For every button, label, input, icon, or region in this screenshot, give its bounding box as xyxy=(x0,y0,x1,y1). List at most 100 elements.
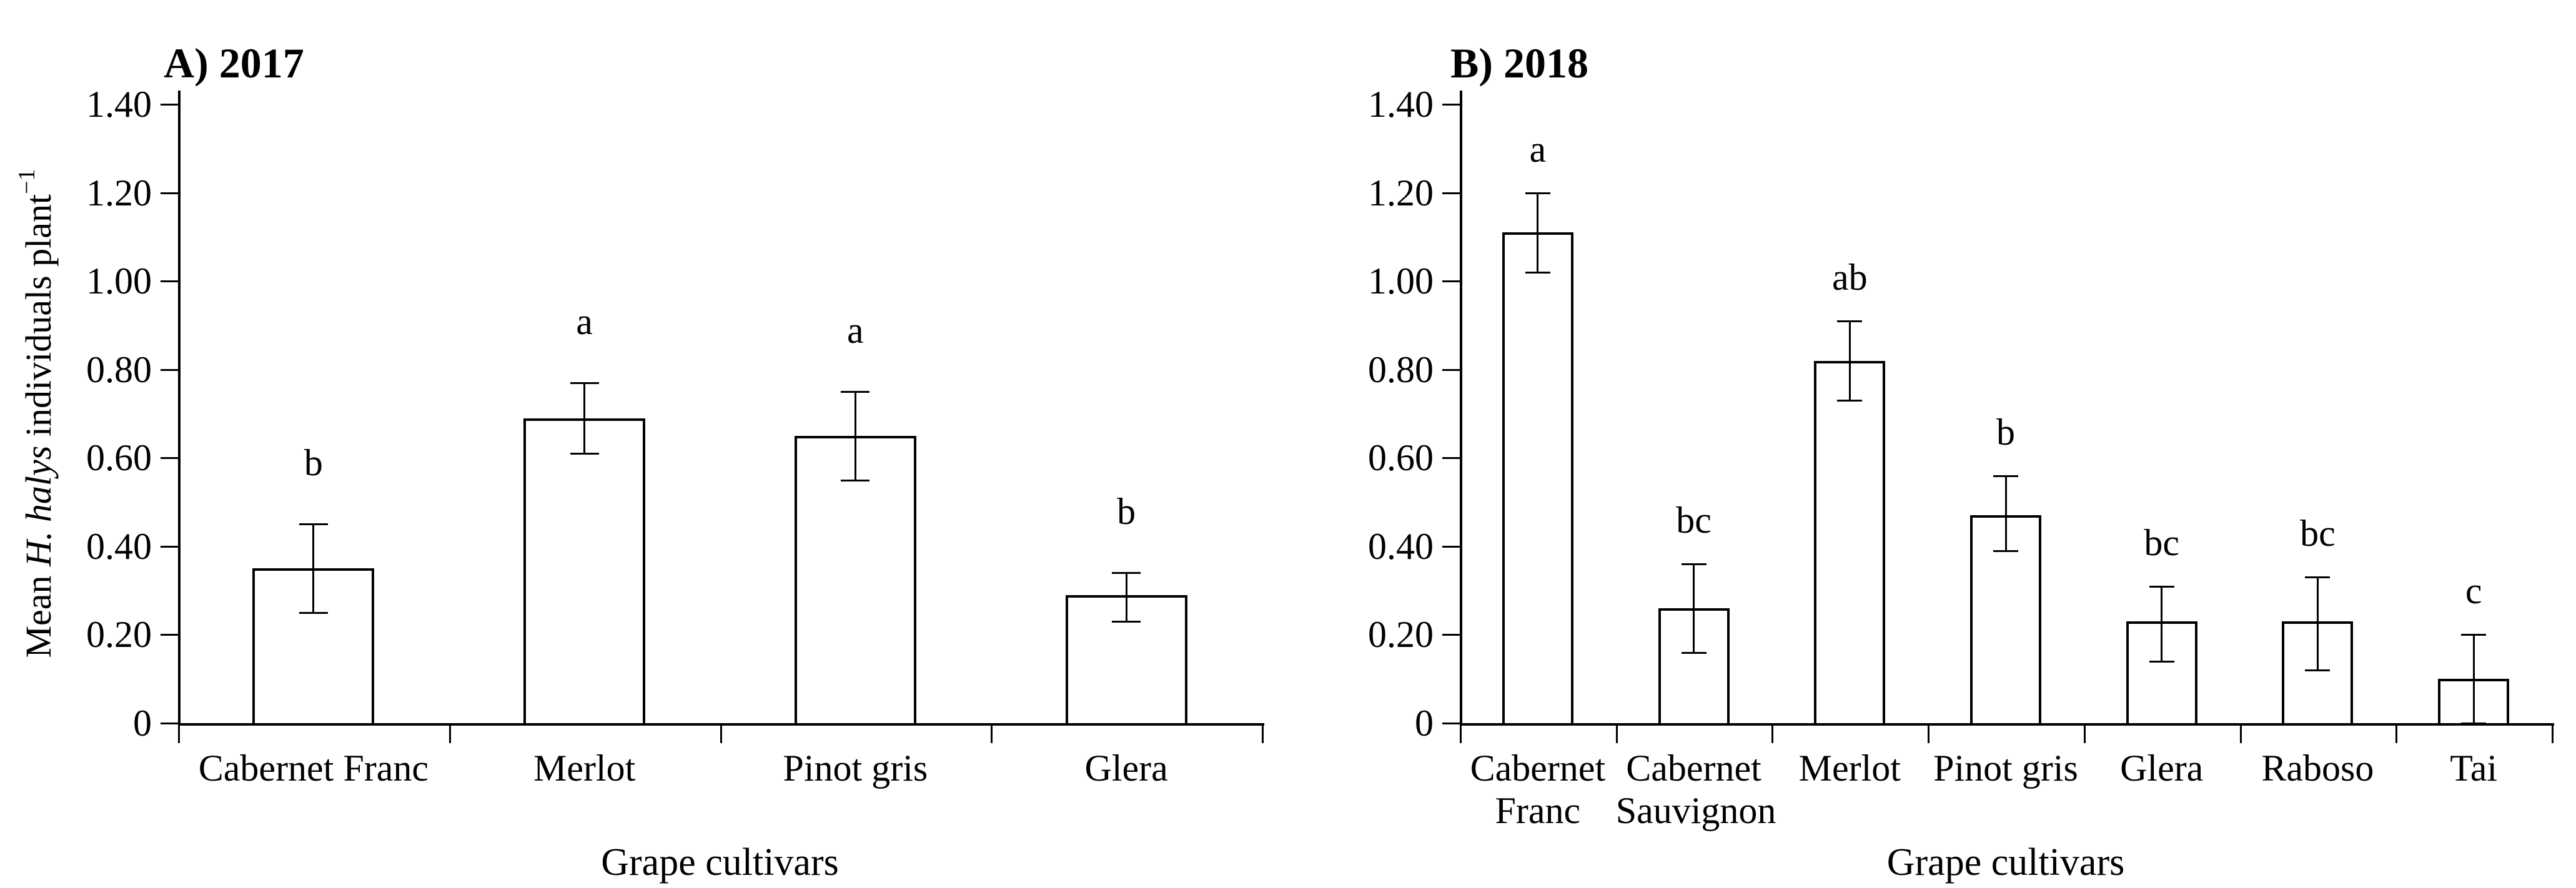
y-tick xyxy=(161,368,178,371)
x-tick xyxy=(1928,726,1930,743)
y-tick-label: 1.00 xyxy=(86,260,152,302)
significance-letter: c xyxy=(2465,570,2482,612)
y-tick xyxy=(1442,723,1460,724)
bar xyxy=(1814,360,1886,726)
panel-b-title: B) 2018 xyxy=(1450,39,1588,87)
significance-letter: a xyxy=(1529,128,1547,170)
significance-letter: b xyxy=(1996,411,2015,453)
x-tick-label: Pinot gris xyxy=(783,747,928,789)
y-axis xyxy=(1460,91,1462,726)
x-axis xyxy=(1460,723,2554,726)
x-tick xyxy=(1460,726,1462,743)
x-tick-label: Pinot gris xyxy=(1933,747,2078,789)
error-bar-cap-bottom xyxy=(2305,669,2331,672)
error-bar xyxy=(2316,577,2319,671)
error-bar-cap-top xyxy=(1993,475,2018,477)
y-tick xyxy=(161,545,178,548)
error-bar-cap-top xyxy=(2461,634,2487,636)
error-bar-cap-top xyxy=(2149,585,2174,588)
error-bar xyxy=(2161,586,2163,661)
x-tick-label: Cabernet Franc xyxy=(198,747,429,789)
y-tick-label: 0.80 xyxy=(86,348,152,390)
error-bar-cap-top xyxy=(570,382,599,384)
x-tick-label: Cabernet xyxy=(1626,747,1761,789)
y-tick-label: 0.80 xyxy=(1368,348,1434,390)
x-tick-label: Franc xyxy=(1495,790,1581,831)
x-axis xyxy=(178,723,1264,726)
significance-letter: bc xyxy=(1676,500,1712,541)
ylabel-text: individuals plant xyxy=(18,194,59,446)
x-tick-label: Merlot xyxy=(533,747,636,789)
y-tick xyxy=(1442,457,1460,460)
x-tick xyxy=(1262,726,1264,743)
y-tick-label: 0.40 xyxy=(1368,525,1434,567)
y-tick-label: 0.40 xyxy=(86,525,152,567)
y-tick xyxy=(1442,368,1460,371)
x-tick-label: Sauvignon xyxy=(1615,790,1776,831)
error-bar-cap-top xyxy=(1681,563,1707,566)
x-tick-label: Tai xyxy=(2450,747,2498,789)
error-bar-cap-bottom xyxy=(2149,660,2174,663)
error-bar-cap-top xyxy=(841,391,870,393)
error-bar-cap-bottom xyxy=(841,479,870,481)
y-tick-label: 0.60 xyxy=(86,437,152,479)
y-axis xyxy=(178,91,181,726)
bar xyxy=(1502,232,1573,726)
y-tick xyxy=(161,192,178,194)
y-tick xyxy=(161,280,178,283)
significance-letter: a xyxy=(847,310,864,352)
x-tick xyxy=(1615,726,1618,743)
x-tick-label: Glera xyxy=(2120,747,2204,789)
error-bar-cap-bottom xyxy=(1681,651,1707,654)
error-bar-cap-bottom xyxy=(1112,621,1141,623)
error-bar-cap-bottom xyxy=(570,453,599,455)
error-bar xyxy=(1537,192,1539,272)
error-bar-cap-top xyxy=(1525,192,1550,194)
x-tick-label: Raboso xyxy=(2261,747,2374,789)
x-tick xyxy=(2239,726,2242,743)
y-tick-label: 0 xyxy=(1415,703,1434,744)
y-tick xyxy=(161,104,178,106)
y-axis-label: Mean H. halys individuals plant−1 xyxy=(13,169,59,658)
significance-letter: bc xyxy=(2144,521,2180,563)
y-tick xyxy=(1442,104,1460,106)
y-tick xyxy=(161,723,178,724)
x-tick xyxy=(991,726,993,743)
error-bar-cap-top xyxy=(2305,576,2331,579)
error-bar xyxy=(854,392,856,480)
error-bar-cap-bottom xyxy=(1525,271,1550,274)
error-bar-cap-bottom xyxy=(1837,400,1863,402)
y-tick-label: 0.20 xyxy=(86,614,152,656)
y-tick xyxy=(161,634,178,636)
significance-letter: b xyxy=(1117,491,1136,533)
x-tick-label: Cabernet xyxy=(1470,747,1606,789)
significance-letter: a xyxy=(576,300,593,342)
y-tick-label: 0 xyxy=(133,703,152,744)
x-tick-label: Merlot xyxy=(1798,747,1901,789)
bar xyxy=(523,418,646,726)
error-bar-cap-top xyxy=(1112,572,1141,575)
error-bar xyxy=(312,524,315,613)
panel-a-x-axis-label: Grape cultivars xyxy=(601,841,839,884)
error-bar xyxy=(1693,564,1695,653)
error-bar-cap-bottom xyxy=(299,612,328,614)
panel-a-title: A) 2017 xyxy=(164,39,304,87)
error-bar xyxy=(1125,573,1127,622)
x-tick xyxy=(448,726,451,743)
y-tick-label: 1.40 xyxy=(1368,84,1434,125)
x-tick xyxy=(2552,726,2554,743)
y-tick-label: 0.60 xyxy=(1368,437,1434,479)
error-bar-cap-bottom xyxy=(1993,550,2018,552)
y-tick xyxy=(1442,545,1460,548)
x-tick xyxy=(178,726,180,743)
panel-b-x-axis-label: Grape cultivars xyxy=(1886,841,2125,884)
y-tick-label: 1.20 xyxy=(1368,172,1434,214)
error-bar-cap-top xyxy=(1837,320,1863,322)
y-tick-label: 0.20 xyxy=(1368,614,1434,656)
x-tick-label: Glera xyxy=(1084,747,1168,789)
error-bar xyxy=(2472,634,2475,723)
x-tick xyxy=(1771,726,1774,743)
x-tick xyxy=(2395,726,2398,743)
y-tick xyxy=(161,457,178,460)
